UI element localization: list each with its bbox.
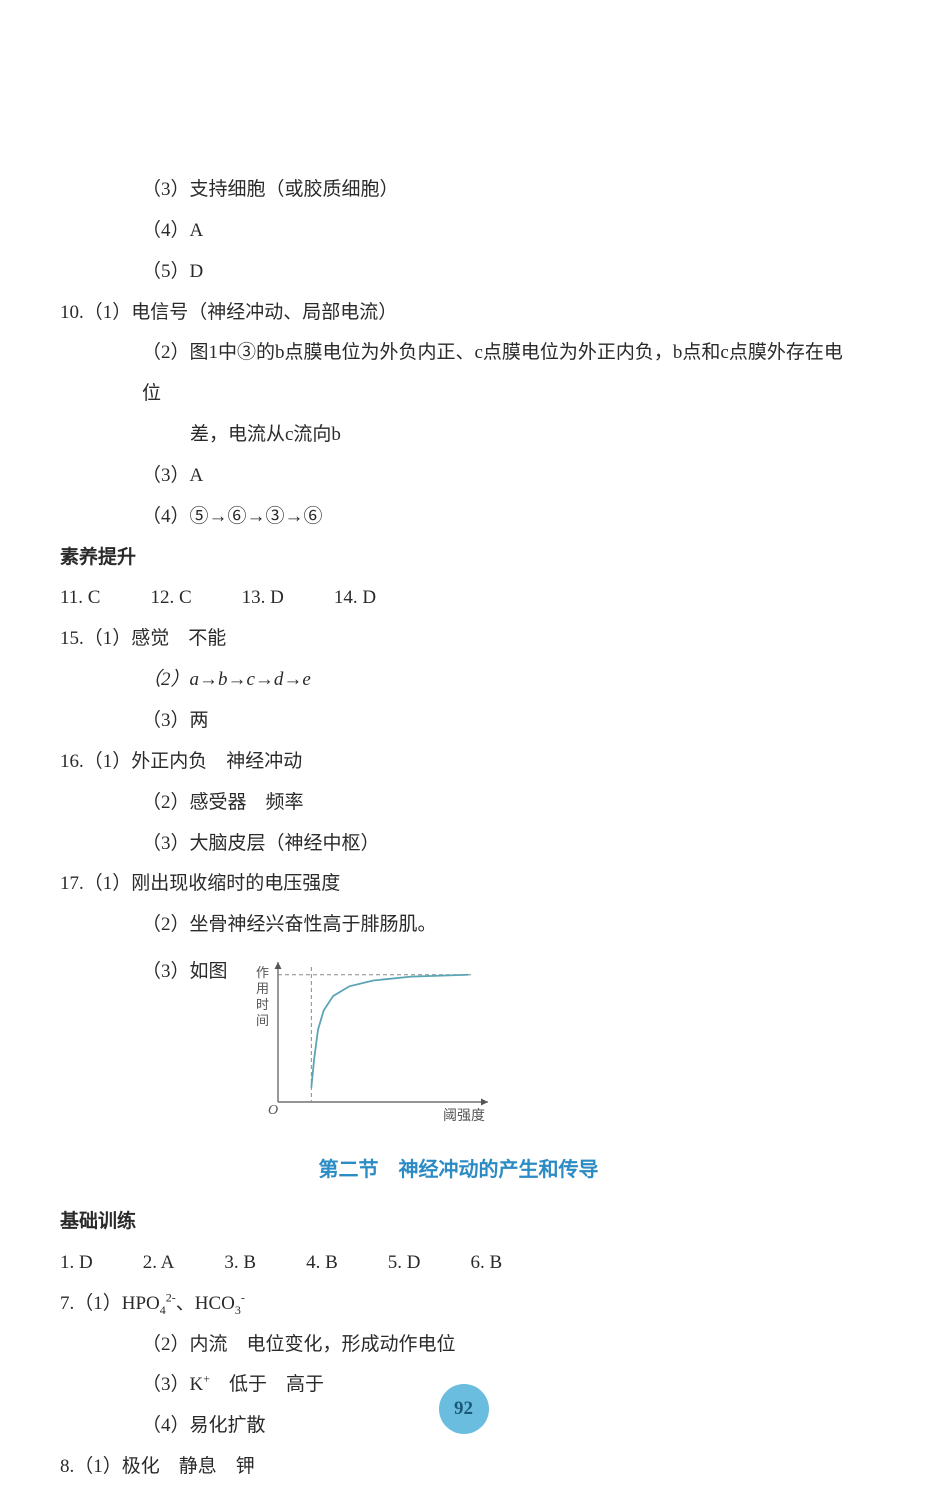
mc-6: 6. B xyxy=(471,1243,503,1284)
q17-a3-label: （3）如图 xyxy=(142,952,228,993)
mc-4: 4. B xyxy=(306,1243,338,1284)
svg-text:时: 时 xyxy=(256,997,269,1012)
mc-14: 14. D xyxy=(334,578,376,619)
mc-5: 5. D xyxy=(388,1243,421,1284)
q7-a1-sub1: 4 xyxy=(160,1303,166,1317)
svg-text:用: 用 xyxy=(256,981,269,996)
q9-a4: （4）A xyxy=(60,211,857,252)
q7-a3-post: 低于 高于 xyxy=(210,1374,324,1395)
q7-a1-pre: 7.（1）HPO xyxy=(60,1293,160,1314)
svg-text:阈强度: 阈强度 xyxy=(443,1108,485,1124)
q10-a4: （4）⑤→⑥→③→⑥ xyxy=(60,497,857,538)
q16-a2: （2）感受器 频率 xyxy=(60,783,857,824)
q17-a2: （2）坐骨神经兴奋性高于腓肠肌。 xyxy=(60,905,857,946)
q7-a2: （2）内流 电位变化，形成动作电位 xyxy=(60,1325,857,1366)
q10-a1: 10.（1）电信号（神经冲动、局部电流） xyxy=(60,293,857,334)
q7-a3-sup: + xyxy=(203,1372,210,1386)
q8-a1: 8.（1）极化 静息 钾 xyxy=(60,1447,857,1488)
q10-a2-line1: （2）图1中③的b点膜电位为外负内正、c点膜电位为外正内负，b点和c点膜外存在电… xyxy=(60,333,857,415)
mc-13: 13. D xyxy=(242,578,284,619)
svg-text:间: 间 xyxy=(256,1013,269,1028)
q16-a1: 16.（1）外正内负 神经冲动 xyxy=(60,742,857,783)
page-number-badge: 92 xyxy=(439,1384,489,1434)
q10-a3: （3）A xyxy=(60,456,857,497)
q7-a3-pre: （3）K xyxy=(142,1374,203,1395)
q15-a2: （2）a→b→c→d→e xyxy=(60,660,857,701)
q9-a3: （3）支持细胞（或胶质细胞） xyxy=(60,170,857,211)
section-heading-1: 素养提升 xyxy=(60,538,857,579)
q16-a3: （3）大脑皮层（神经中枢） xyxy=(60,824,857,865)
mc-11: 11. C xyxy=(60,578,100,619)
mc-row-1: 11. C 12. C 13. D 14. D xyxy=(60,578,857,619)
mc-3: 3. B xyxy=(224,1243,256,1284)
q7-a1-sup2: - xyxy=(241,1290,245,1304)
q7-a1-mid: 、HCO xyxy=(176,1293,235,1314)
q15-a1: 15.（1）感觉 不能 xyxy=(60,619,857,660)
q9-a5: （5）D xyxy=(60,252,857,293)
q7-a1: 7.（1）HPO42-、HCO3- xyxy=(60,1284,857,1325)
chart-figure: O 阈强度 作用时间 xyxy=(248,952,498,1127)
mc-row-2: 1. D 2. A 3. B 4. B 5. D 6. B xyxy=(60,1243,857,1284)
mc-12: 12. C xyxy=(150,578,191,619)
q7-a1-sub2: 3 xyxy=(235,1303,241,1317)
svg-text:O: O xyxy=(268,1103,278,1118)
q17-a1: 17.（1）刚出现收缩时的电压强度 xyxy=(60,864,857,905)
section-heading-3: 基础训练 xyxy=(60,1202,857,1243)
q7-a1-sup1: 2- xyxy=(166,1290,176,1304)
section-title-2: 第二节 神经冲动的产生和传导 xyxy=(60,1153,857,1182)
svg-text:作: 作 xyxy=(256,965,269,980)
mc-2: 2. A xyxy=(143,1243,175,1284)
q10-a2-line2: 差，电流从c流向b xyxy=(60,415,857,456)
q17-a3-row: （3）如图 O 阈强度 作用时间 xyxy=(60,952,857,1127)
q15-a3: （3）两 xyxy=(60,701,857,742)
mc-1: 1. D xyxy=(60,1243,93,1284)
